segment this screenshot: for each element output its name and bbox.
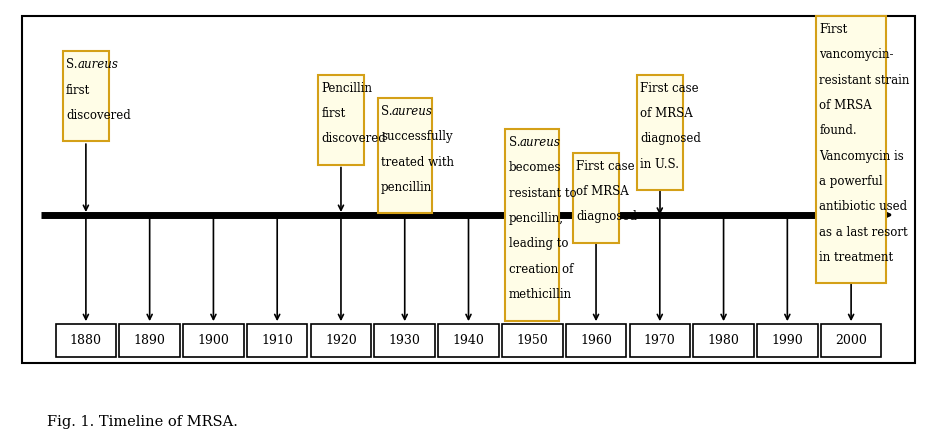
Text: First case: First case [576,159,635,173]
Text: a powerful: a powerful [819,175,882,188]
Text: as a last resort: as a last resort [819,226,907,239]
Text: 1980: 1980 [707,334,739,347]
FancyBboxPatch shape [629,324,689,357]
Text: aureus: aureus [519,136,560,149]
FancyBboxPatch shape [573,152,619,243]
Text: Vancomycin is: Vancomycin is [819,150,903,163]
FancyBboxPatch shape [815,16,885,283]
Text: resistant to: resistant to [508,187,576,200]
Text: discovered: discovered [66,109,131,122]
Text: 1990: 1990 [770,334,802,347]
Text: antibiotic used: antibiotic used [819,201,907,213]
Text: 1960: 1960 [579,334,611,347]
Text: discovered: discovered [321,132,386,145]
FancyBboxPatch shape [22,16,914,363]
Text: S.: S. [508,136,523,149]
Text: 1910: 1910 [261,334,293,347]
Text: methicillin: methicillin [508,288,571,301]
Text: first: first [66,84,90,96]
Text: 1930: 1930 [388,334,420,347]
FancyBboxPatch shape [502,324,562,357]
Text: 1950: 1950 [516,334,548,347]
FancyBboxPatch shape [55,324,116,357]
FancyBboxPatch shape [119,324,180,357]
Text: S.: S. [381,105,396,118]
FancyBboxPatch shape [636,74,682,190]
Text: 1940: 1940 [452,334,484,347]
Text: First: First [819,23,847,36]
FancyBboxPatch shape [311,324,371,357]
Text: of MRSA: of MRSA [639,107,692,120]
FancyBboxPatch shape [377,98,431,213]
FancyBboxPatch shape [63,51,109,141]
Text: first: first [321,107,345,120]
Text: 1970: 1970 [643,334,675,347]
Text: Pencillin: Pencillin [321,81,372,95]
Text: 1880: 1880 [70,334,102,347]
Text: 2000: 2000 [834,334,866,347]
Text: pencillin,: pencillin, [508,212,563,225]
Text: in treatment: in treatment [819,251,893,264]
Text: leading to: leading to [508,237,567,251]
Text: 1900: 1900 [197,334,229,347]
Text: of MRSA: of MRSA [576,185,628,198]
Text: resistant strain: resistant strain [819,74,909,87]
Text: 1890: 1890 [134,334,166,347]
Text: S.: S. [66,58,81,71]
Text: in U.S.: in U.S. [639,158,679,170]
FancyBboxPatch shape [317,74,363,165]
Text: becomes: becomes [508,162,561,174]
Text: treated with: treated with [381,155,454,169]
FancyBboxPatch shape [693,324,753,357]
Text: pencillin: pencillin [381,181,431,194]
Text: 1920: 1920 [325,334,357,347]
Text: First case: First case [639,81,698,95]
Text: successfully: successfully [381,130,452,143]
FancyBboxPatch shape [565,324,625,357]
Text: found.: found. [819,124,856,138]
Text: creation of: creation of [508,263,572,276]
Text: of MRSA: of MRSA [819,99,871,112]
FancyBboxPatch shape [374,324,434,357]
Text: aureus: aureus [391,105,432,118]
FancyBboxPatch shape [438,324,498,357]
Text: Fig. 1. Timeline of MRSA.: Fig. 1. Timeline of MRSA. [47,415,238,429]
FancyBboxPatch shape [183,324,243,357]
FancyBboxPatch shape [505,129,559,321]
Text: diagnosed: diagnosed [576,210,636,223]
FancyBboxPatch shape [247,324,307,357]
Text: aureus: aureus [77,58,118,71]
Text: vancomycin-: vancomycin- [819,49,893,61]
Text: diagnosed: diagnosed [639,132,700,145]
FancyBboxPatch shape [756,324,817,357]
FancyBboxPatch shape [820,324,881,357]
